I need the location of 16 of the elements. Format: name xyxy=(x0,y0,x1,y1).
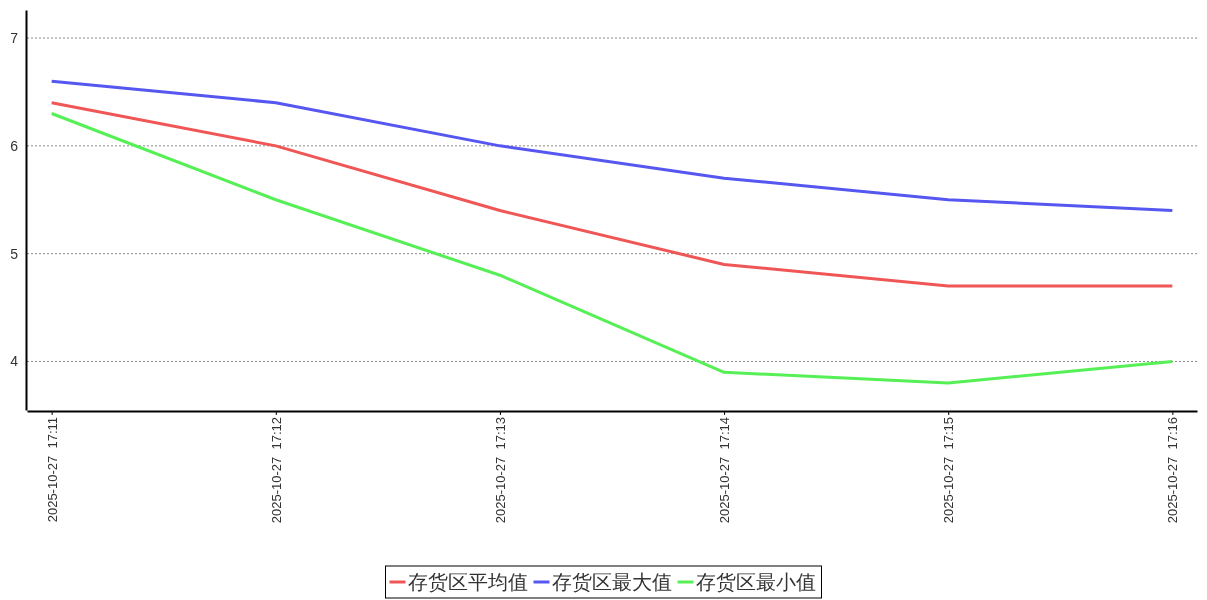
x-tick-label: 2025-10-27 17:16 xyxy=(1165,417,1181,524)
line-series xyxy=(50,112,1174,385)
line-series xyxy=(50,79,1174,213)
x-tick-label: 2025-10-27 17:15 xyxy=(941,417,957,524)
x-tick-label: 2025-10-27 17:11 xyxy=(44,417,60,523)
legend-label: 存货区平均值 xyxy=(407,570,528,594)
y-tick-label: 5 xyxy=(10,245,19,262)
legend-label: 存货区最小值 xyxy=(695,570,816,594)
legend-label: 存货区最大值 xyxy=(551,570,672,594)
x-tick-label: 2025-10-27 17:12 xyxy=(268,417,284,524)
x-tick-label: 2025-10-27 17:14 xyxy=(717,417,733,524)
y-tick-label: 6 xyxy=(10,137,19,154)
y-tick-label: 4 xyxy=(10,353,19,370)
line-series xyxy=(50,101,1174,288)
y-tick-label: 7 xyxy=(10,30,19,47)
x-tick-label: 2025-10-27 17:13 xyxy=(492,417,508,524)
